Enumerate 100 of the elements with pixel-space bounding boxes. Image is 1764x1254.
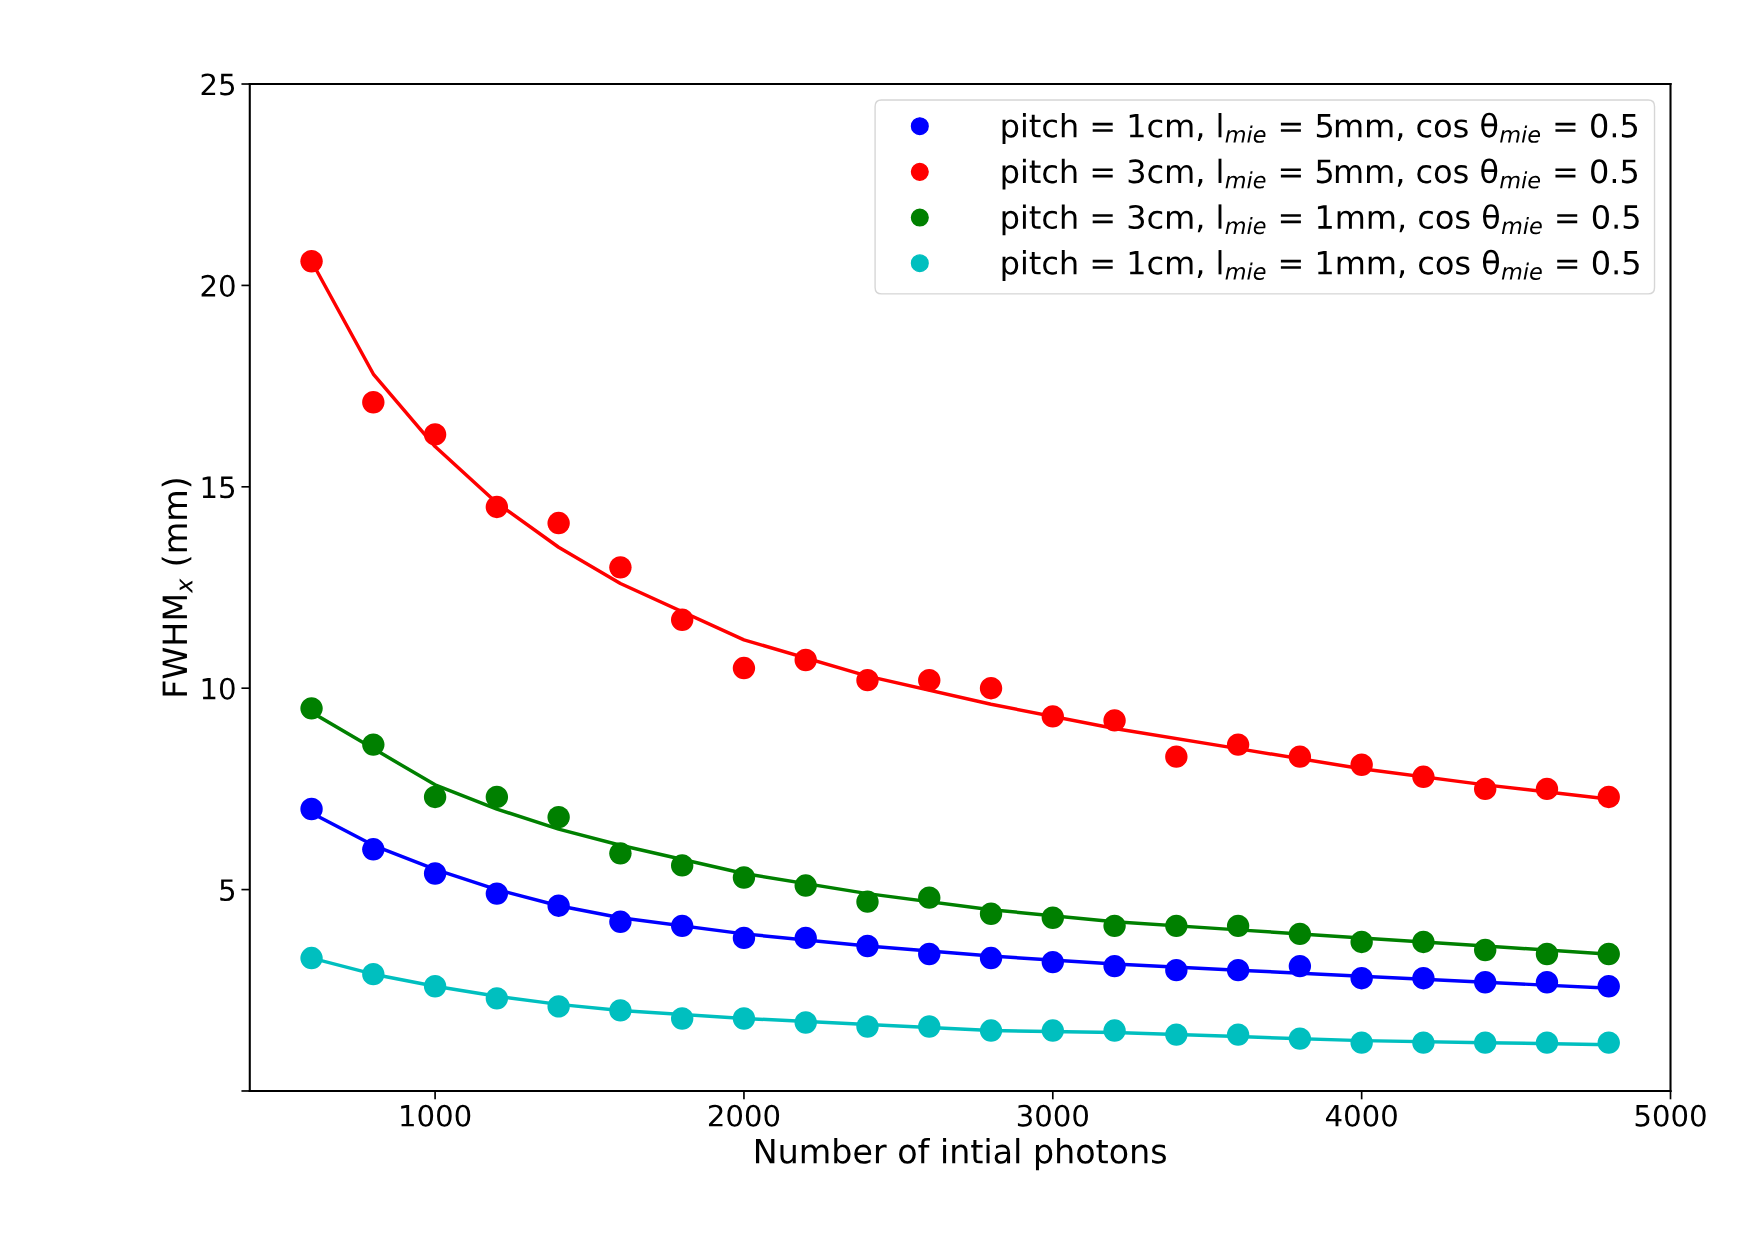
point [485, 495, 509, 519]
point [547, 511, 570, 535]
y-tick-label: 15 [202, 476, 235, 499]
point [979, 946, 1003, 970]
x-tick-label: 5000 [1635, 1104, 1706, 1127]
point [670, 914, 694, 938]
point [794, 926, 817, 950]
point [609, 999, 632, 1022]
point [670, 608, 694, 631]
point [1350, 967, 1373, 990]
point [918, 668, 941, 692]
point [300, 250, 323, 273]
point [1041, 1019, 1064, 1042]
point [856, 934, 879, 958]
x-tick-label: 4000 [1325, 1104, 1397, 1127]
point [1535, 777, 1559, 801]
y-tick-label: 10 [202, 677, 235, 700]
point [1288, 1027, 1312, 1050]
point [423, 785, 447, 809]
point [1288, 954, 1312, 978]
point [732, 656, 756, 680]
point [1412, 765, 1435, 789]
point [1226, 1023, 1250, 1046]
x-axis-title: Number of intial photons [755, 1137, 1166, 1171]
point [1597, 1031, 1620, 1054]
point [1041, 950, 1064, 974]
point [794, 648, 817, 672]
legend-label: pitch = 3cm, l$_{mie}$ = 5mm, cos θ$_{mie}$ = 0.5 [1002, 158, 1638, 190]
point [670, 1007, 694, 1030]
point [1103, 954, 1126, 978]
point [423, 862, 447, 885]
point [1041, 906, 1064, 929]
point [1103, 914, 1126, 938]
point [362, 733, 385, 756]
point [1474, 938, 1497, 962]
point [1535, 971, 1559, 994]
x-tick-label: 2000 [708, 1104, 780, 1127]
point [1165, 1023, 1188, 1046]
y-tick-label: 20 [201, 274, 235, 297]
point [1041, 705, 1064, 728]
point [423, 975, 447, 998]
point [423, 423, 447, 446]
point [1535, 1031, 1559, 1054]
point [362, 962, 385, 986]
point [1103, 709, 1126, 732]
point [1597, 942, 1620, 966]
point [1597, 975, 1620, 998]
point [1165, 958, 1188, 982]
point [1412, 1031, 1435, 1054]
point [918, 886, 941, 909]
point [1165, 745, 1188, 768]
point [547, 995, 570, 1018]
point [300, 797, 323, 821]
point [1288, 745, 1312, 768]
point [1597, 785, 1620, 809]
point [609, 556, 632, 579]
point [1103, 1019, 1126, 1042]
point [300, 946, 323, 970]
x-tick-label: 1000 [401, 1104, 471, 1127]
legend-label: pitch = 1cm, l$_{mie}$ = 5mm, cos θ$_{mie}$ = 0.5 [1002, 112, 1638, 144]
y-axis-title: FWHM$_{x}$ (mm) [161, 479, 193, 696]
legend-label: pitch = 1cm, l$_{mie}$ = 1mm, cos θ$_{mie}$ = 0.5 [1002, 249, 1639, 281]
point [1226, 733, 1250, 756]
point [609, 910, 632, 934]
point [918, 942, 941, 966]
point [1474, 971, 1497, 994]
point [979, 677, 1003, 700]
point [1474, 1031, 1497, 1054]
legend-label: pitch = 3cm, l$_{mie}$ = 1mm, cos θ$_{mie}$ = 0.5 [1002, 204, 1639, 236]
point [794, 1011, 817, 1034]
point [979, 1019, 1003, 1042]
point [856, 668, 879, 692]
point [918, 1015, 941, 1038]
point [794, 874, 817, 897]
point [1412, 967, 1435, 990]
point [670, 854, 694, 877]
point [1288, 922, 1312, 946]
point [979, 902, 1003, 925]
y-tick-label: 5 [220, 879, 235, 902]
point [1226, 958, 1250, 982]
point [856, 890, 879, 913]
point [485, 785, 509, 809]
point [1412, 930, 1435, 954]
point [732, 866, 756, 889]
point [732, 926, 756, 950]
y-tick-label: 25 [201, 73, 235, 96]
point [1350, 753, 1373, 776]
point [609, 842, 632, 865]
point [300, 697, 323, 720]
point [485, 882, 509, 905]
point [1226, 914, 1250, 938]
x-tick-label: 3000 [1017, 1104, 1088, 1127]
point [362, 391, 385, 414]
point [1165, 914, 1188, 938]
point [485, 987, 509, 1010]
point [856, 1015, 879, 1038]
point [1474, 777, 1497, 801]
point [1350, 930, 1373, 954]
point [547, 894, 570, 917]
point [732, 1007, 756, 1030]
